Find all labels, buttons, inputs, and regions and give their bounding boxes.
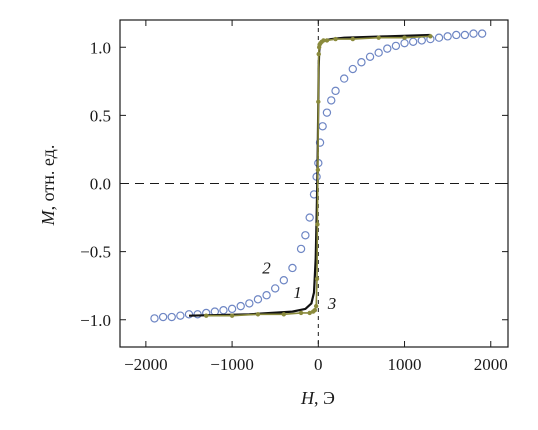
series-2-point [434,33,444,42]
series-2-point [477,29,487,38]
x-axis-unit: , Э [314,388,335,408]
series-3-point [298,310,304,316]
series-2-point [253,295,263,304]
curve-label-3: 3 [327,294,337,313]
series-3-point [350,36,355,42]
curve-label-2: 2 [262,258,271,277]
series-3-point [313,303,319,309]
series-3-point [324,38,330,43]
series-2-point [327,96,336,105]
curve-labels: 2 1 3 [262,258,336,312]
series-1-path [188,33,431,317]
y-axis-unit: , отн. ед. [38,145,58,211]
series-3-point [316,51,321,57]
series-3-point [229,313,235,318]
plot-frame [119,19,509,348]
y-tick-label: −0.5 [80,243,111,262]
x-tick-label: −2000 [124,355,168,374]
series-1-line [188,33,431,317]
x-axis-label: H, Э [300,388,335,408]
series-2-point [322,108,332,117]
x-tick-label: −1000 [210,355,254,374]
series-3-line [204,34,433,318]
series-2-point [391,41,401,51]
series-2-point [236,301,245,311]
series-2-point [158,312,168,322]
series-2-point [383,44,392,53]
series-2-point [318,122,327,131]
series-2-point [227,304,237,314]
series-3-point [307,310,312,316]
series-2-point [279,276,289,285]
x-tick-label: 1000 [388,355,422,374]
curve-label-1: 1 [293,283,302,302]
axis-ticks: −2000 −1000 0 1000 2000 −1.0 −0.5 0.0 0.5 1.0 [80,20,508,374]
series-2-point [150,314,159,323]
series-2-point [245,299,254,308]
series-2-point [357,58,366,67]
series-2-point [271,284,280,293]
series-2-point [408,37,418,47]
series-3-point [376,35,381,40]
y-axis-label: M, отн. ед. [38,145,58,227]
series-2-point [469,29,478,38]
reference-lines [120,20,508,347]
series-2-point [400,38,409,48]
x-tick-label: 0 [314,355,323,374]
y-tick-label: 0.0 [90,175,111,194]
series-2-point [348,64,357,74]
series-2-point [331,86,340,96]
series-2-point [417,36,426,45]
series-3-point [315,167,321,173]
y-tick-label: −1.0 [80,311,111,330]
series-3-point [281,312,287,317]
series-3-point [402,35,407,40]
series-2-point [288,263,297,273]
series-3-point [314,276,320,282]
series-2-point [176,311,185,320]
series-3-point [333,36,338,42]
series-2-point [460,30,470,40]
x-axis-variable: H [300,388,315,408]
series-2-point [443,32,452,41]
series-3-point [321,38,326,43]
y-tick-label: 1.0 [90,38,111,57]
series-2-point [262,291,271,300]
plot-border [119,19,509,348]
y-tick-label: 0.5 [90,106,111,125]
series-2-point [339,74,349,83]
series-3-point [312,308,318,313]
series-3-path [206,35,431,317]
series-2-point [193,310,202,319]
y-axis-variable: M [38,209,58,226]
series-3-point [316,99,321,104]
series-3-point [428,34,433,39]
series-2-point [452,30,461,40]
series-2-point [167,312,176,322]
series-2-point [305,213,314,222]
series-3-point [315,222,320,227]
series-2-point [301,231,310,240]
series-2-point [365,52,375,61]
x-tick-label: 2000 [474,355,508,374]
series-2-point [184,310,194,319]
series-2-point [296,244,306,254]
series-3-point [204,313,209,318]
series-2-markers [150,29,487,323]
series-2-point [374,48,383,57]
series-3-point [255,312,261,317]
series-2-point [219,306,228,315]
